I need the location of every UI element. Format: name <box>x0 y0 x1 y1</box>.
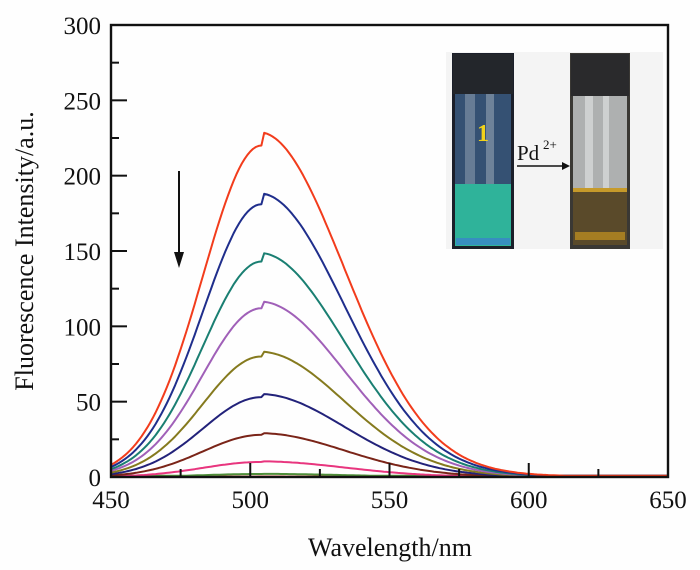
x-tick-label: 600 <box>510 487 548 514</box>
series-layer <box>110 131 668 478</box>
tick-labels-layer: 450 500 550 600 650 0 50 100 150 200 250 300 <box>64 13 687 514</box>
vial-2-cap <box>571 54 629 96</box>
x-tick-label: 450 <box>92 487 130 514</box>
reagent-superscript: 2+ <box>543 137 557 152</box>
series-line <box>110 252 668 477</box>
x-tick-label: 550 <box>371 487 409 514</box>
vial-number-label: 1 <box>477 121 489 147</box>
y-tick-label: 250 <box>64 88 102 115</box>
y-tick-label: 100 <box>64 314 102 341</box>
decrease-arrow <box>174 171 184 268</box>
x-tick-label: 500 <box>232 487 270 514</box>
arrow-down-icon <box>174 252 184 268</box>
vial-1-fluorescent-liquid <box>455 184 511 246</box>
y-tick-label: 50 <box>76 390 101 417</box>
ticks-layer <box>110 24 669 478</box>
reaction-arrow: Pd 2+ <box>517 137 570 170</box>
vial-fluorescent: 1 <box>452 53 514 249</box>
x-tick-label: 650 <box>649 487 687 514</box>
y-tick-label: 0 <box>89 465 102 492</box>
reagent-label: Pd <box>517 141 540 165</box>
y-tick-label: 150 <box>64 239 102 266</box>
arrow-right-icon <box>562 162 570 170</box>
inset-photo: 1 Pd 2+ <box>446 52 663 249</box>
x-axis-title: Wavelength/nm <box>308 533 472 562</box>
series-line <box>110 131 668 477</box>
y-tick-label: 200 <box>64 164 102 191</box>
vial-quenched <box>570 53 630 249</box>
vial-1-cap <box>453 54 513 94</box>
y-tick-label: 300 <box>64 13 102 40</box>
y-axis-title: Fluorescence Intensity/a.u. <box>10 111 39 390</box>
